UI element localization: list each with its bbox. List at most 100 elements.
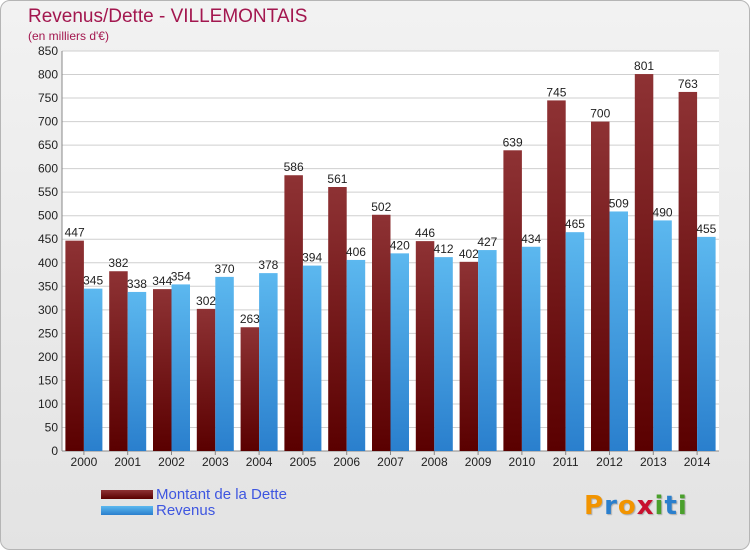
- bar-debt: [459, 261, 479, 451]
- data-label-debt: 302: [196, 294, 216, 308]
- legend-label-debt: Montant de la Dette: [156, 486, 287, 503]
- x-tick-label: 2008: [421, 455, 448, 469]
- y-tick-label: 200: [38, 350, 58, 364]
- x-tick-label: 2007: [377, 455, 404, 469]
- bar-debt: [415, 241, 435, 451]
- bar-revenue: [215, 276, 234, 451]
- data-label-revenue: 412: [434, 242, 454, 256]
- data-label-revenue: 354: [171, 269, 191, 283]
- logo-letter: x: [636, 491, 655, 521]
- bar-revenue: [565, 232, 585, 451]
- bar-revenue: [346, 259, 366, 451]
- data-label-debt: 446: [415, 226, 435, 240]
- x-axis-ticks: 2000 2001 2002 2003 2004 2005 2006 2007 2008 2009…: [71, 451, 711, 469]
- bar-debt: [284, 175, 303, 451]
- logo-letter: i: [677, 491, 688, 521]
- y-tick-label: 300: [38, 303, 58, 317]
- data-label-revenue: 345: [83, 274, 103, 288]
- bar-revenue: [609, 211, 628, 451]
- x-tick-label: 2004: [246, 455, 273, 469]
- data-label-debt: 561: [327, 172, 347, 186]
- data-label-revenue: 434: [521, 232, 541, 246]
- bar-debt: [503, 150, 522, 451]
- data-label-revenue: 378: [258, 258, 278, 272]
- y-tick-label: 150: [38, 373, 58, 387]
- bar-debt: [372, 214, 391, 451]
- chart-title: Revenus/Dette - VILLEMONTAIS: [28, 6, 308, 27]
- data-label-revenue: 370: [215, 262, 235, 276]
- y-tick-label: 50: [45, 420, 59, 434]
- y-axis-ticks: 0 50 100 150 200 250 300 350 400 450 500 550 600 650 7…: [38, 44, 58, 458]
- bar-debt: [109, 271, 128, 451]
- y-tick-label: 450: [38, 232, 58, 246]
- data-label-revenue: 465: [565, 217, 585, 231]
- data-label-debt: 801: [634, 59, 654, 73]
- data-label-revenue: 338: [127, 277, 147, 291]
- data-label-debt: 586: [284, 160, 304, 174]
- y-tick-label: 650: [38, 138, 58, 152]
- legend-label-revenue: Revenus: [156, 502, 216, 519]
- y-tick-label: 700: [38, 115, 58, 129]
- data-label-debt: 263: [240, 312, 260, 326]
- x-tick-label: 2003: [202, 455, 229, 469]
- logo-letter: t: [664, 491, 678, 521]
- y-tick-label: 350: [38, 279, 58, 293]
- bar-debt: [328, 187, 347, 451]
- legend-swatch-debt: [101, 490, 153, 499]
- y-tick-label: 850: [38, 44, 58, 58]
- data-label-debt: 763: [678, 77, 698, 91]
- bar-revenue: [478, 250, 497, 451]
- logo-letter: r: [604, 491, 618, 521]
- bar-revenue: [653, 220, 672, 451]
- bar-revenue: [127, 291, 147, 451]
- data-label-debt: 402: [459, 247, 479, 261]
- x-tick-label: 2014: [684, 455, 711, 469]
- logo-letter: P: [584, 491, 605, 521]
- bar-revenue: [521, 246, 541, 451]
- data-label-debt: 344: [152, 274, 172, 288]
- bar-revenue: [171, 284, 190, 451]
- y-tick-label: 400: [38, 256, 58, 270]
- x-tick-label: 2013: [640, 455, 667, 469]
- x-tick-label: 2000: [71, 455, 98, 469]
- data-label-revenue: 490: [653, 205, 673, 219]
- bar-debt: [153, 289, 172, 451]
- bar-debt: [240, 327, 260, 451]
- data-label-revenue: 427: [477, 235, 497, 249]
- bar-revenue: [434, 257, 453, 451]
- bar-debt: [65, 240, 84, 451]
- bar-debt: [634, 74, 654, 451]
- x-tick-label: 2010: [509, 455, 536, 469]
- data-label-revenue: 406: [346, 245, 366, 259]
- y-tick-label: 550: [38, 185, 58, 199]
- y-tick-label: 750: [38, 91, 58, 105]
- logo-letter: i: [654, 491, 665, 521]
- x-tick-label: 2011: [553, 455, 579, 469]
- y-tick-label: 250: [38, 326, 58, 340]
- bar-debt: [196, 308, 216, 451]
- data-label-debt: 447: [65, 226, 85, 240]
- bar-debt: [547, 100, 566, 451]
- bar-revenue: [697, 236, 716, 451]
- y-tick-label: 600: [38, 162, 58, 176]
- bar-revenue: [259, 273, 278, 451]
- data-label-revenue: 394: [302, 251, 322, 265]
- data-label-revenue: 420: [390, 238, 410, 252]
- data-label-debt: 639: [503, 135, 523, 149]
- bar-revenue: [302, 265, 322, 451]
- y-tick-label: 0: [51, 444, 58, 458]
- y-tick-label: 800: [38, 68, 58, 82]
- x-tick-label: 2001: [114, 455, 141, 469]
- bars: [65, 74, 716, 452]
- x-tick-label: 2005: [290, 455, 317, 469]
- data-label-debt: 745: [546, 85, 566, 99]
- proxiti-logo: Proxiti: [584, 491, 688, 521]
- data-label-debt: 502: [371, 200, 391, 214]
- bar-revenue: [83, 288, 103, 451]
- data-label-revenue: 509: [609, 196, 629, 210]
- chart-subtitle: (en milliers d'€): [28, 29, 109, 43]
- x-tick-label: 2006: [333, 455, 360, 469]
